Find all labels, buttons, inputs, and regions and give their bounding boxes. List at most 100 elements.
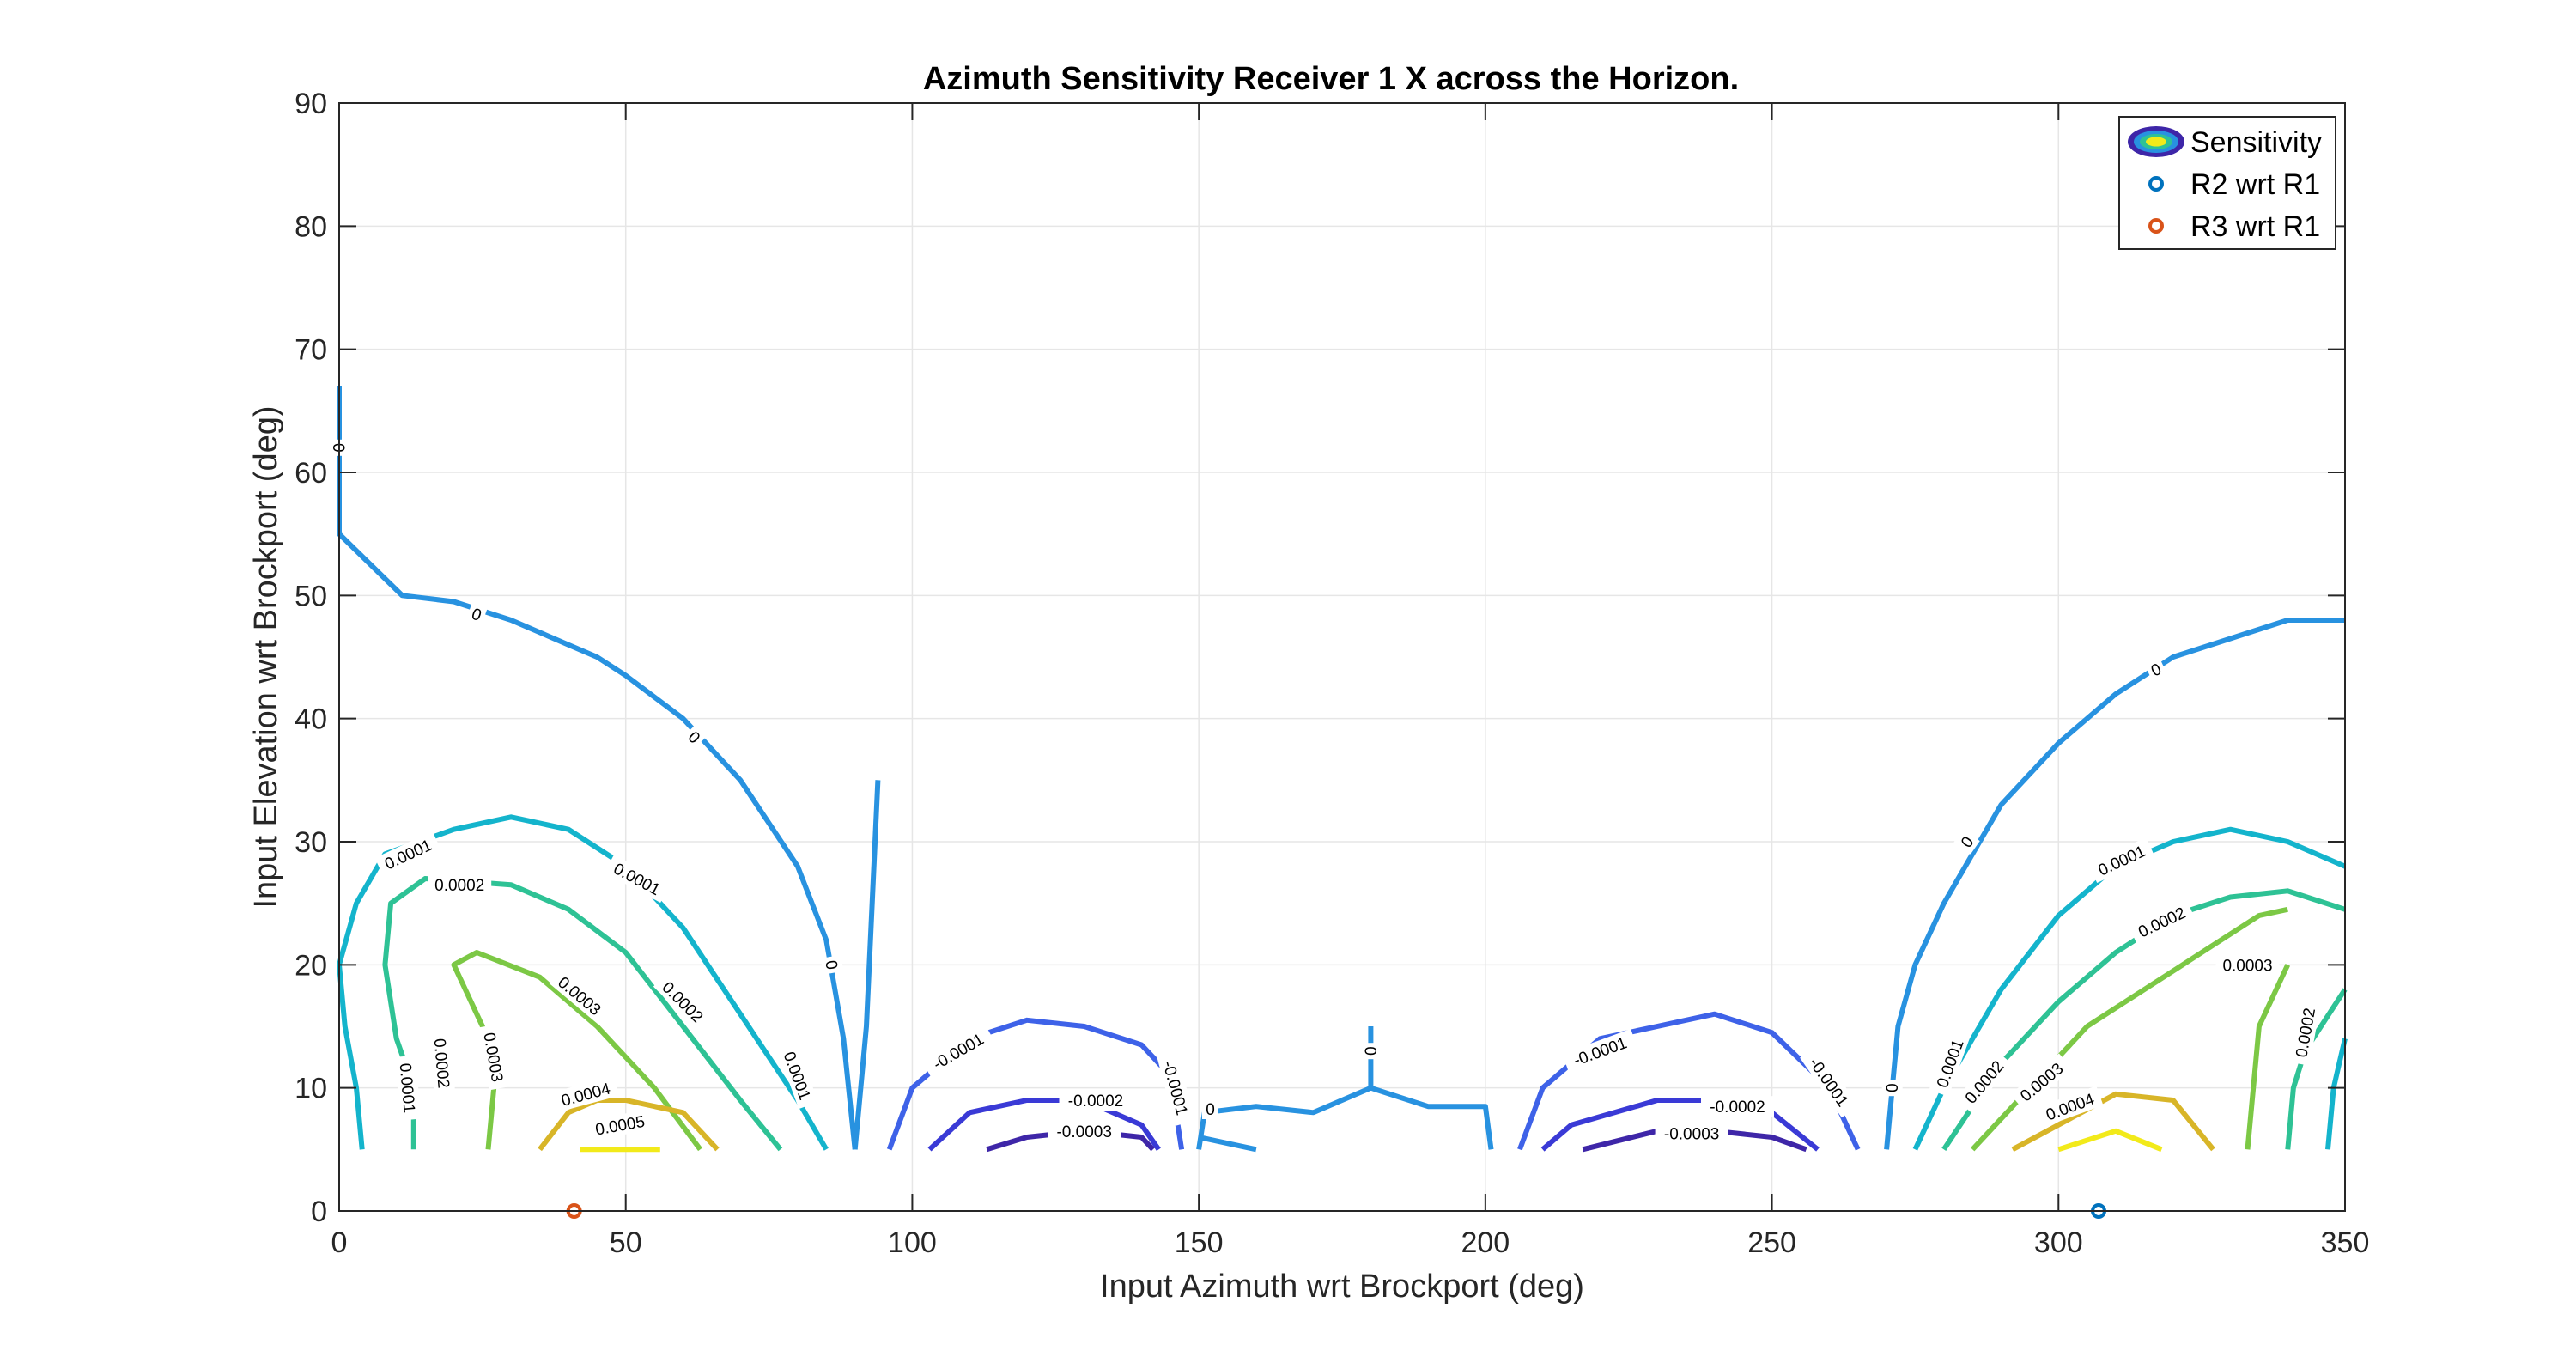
contour-label-bg	[653, 971, 714, 1032]
contour-label-text: 0.0003	[2222, 957, 2272, 975]
contour-label-bg	[586, 1109, 653, 1141]
contour-label-bg	[428, 874, 492, 896]
contour-label-bg	[776, 1042, 818, 1110]
contour-label: 0	[1202, 1098, 1218, 1119]
plot-frame	[338, 102, 2346, 1212]
y-tick-label: 90	[295, 88, 327, 120]
contour-label-bg	[2144, 656, 2168, 683]
y-tick-label: 20	[295, 949, 327, 982]
contour-label-text: 0.0002	[430, 1038, 453, 1089]
contour-label-bg	[2010, 1053, 2073, 1111]
contour-label-text: -0.0003	[1056, 1123, 1111, 1141]
contour-line	[337, 814, 829, 1151]
contour-line	[1198, 1135, 1257, 1153]
y-tick-label: 50	[295, 580, 327, 612]
x-tick-label: 50	[610, 1226, 642, 1259]
contour-label-bg	[552, 1075, 619, 1112]
contour-label-bg	[465, 601, 489, 627]
contour-label-text: -0.0002	[1710, 1098, 1765, 1117]
contour-label-bg	[2289, 999, 2321, 1066]
contour-label: -0.0003	[1655, 1123, 1728, 1144]
contour-label-bg	[1059, 1090, 1133, 1111]
legend-item-r3: R3 wrt R1	[2190, 210, 2320, 243]
contour-label-bg	[1655, 1123, 1728, 1144]
contour-label-bg	[1202, 1098, 1218, 1119]
contour-line	[1540, 1098, 1820, 1152]
x-axis-ticks: 0 50 100 150 200 250 300 350	[331, 103, 2370, 1259]
contour-label-bg	[428, 1031, 456, 1096]
contour-line	[852, 780, 881, 1150]
contour-label-text: 0.0001	[396, 1062, 418, 1114]
sensitivity-legend-icon	[2128, 126, 2184, 157]
contour-label: 0	[820, 954, 844, 975]
contour-label-bg	[1881, 1080, 1903, 1097]
contour-label-bg	[2128, 898, 2196, 945]
contour-label: 0.0002	[428, 874, 492, 896]
contour-label: 0.0002	[428, 1031, 456, 1096]
contour-line	[2325, 1038, 2348, 1150]
legend-r3-marker	[2148, 218, 2164, 234]
legend-r2-marker	[2148, 176, 2164, 192]
contour-line	[927, 1098, 1161, 1152]
contour-label-bg	[1360, 1043, 1382, 1060]
contour-line	[337, 386, 858, 1150]
contour-label-text: 0	[1360, 1046, 1378, 1056]
contour-label-bg	[1562, 1028, 1638, 1074]
contour-label-text: 0	[1206, 1101, 1215, 1119]
plot-area	[339, 103, 2345, 1211]
contour-label: -0.0002	[1701, 1096, 1774, 1117]
y-tick-label: 80	[295, 210, 327, 243]
contour-label-bg	[1955, 1050, 2013, 1113]
contour-label-bg	[477, 1024, 510, 1091]
contour-label-bg	[1800, 1045, 1859, 1118]
contour-label-bg	[1048, 1120, 1121, 1141]
contour-label-bg	[681, 723, 708, 751]
contour-line	[2057, 1128, 2163, 1153]
legend: Sensitivity R2 wrt R1 R3 wrt R1	[2118, 116, 2336, 250]
y-tick-label: 10	[295, 1073, 327, 1105]
contour-label-text: 0.0002	[434, 877, 484, 895]
x-tick-label: 300	[2034, 1226, 2083, 1259]
contour-label-bg	[2088, 837, 2155, 884]
contour-label-text: 0	[329, 443, 347, 453]
x-tick-label: 0	[331, 1226, 348, 1259]
contour-label-bg	[2036, 1086, 2104, 1128]
contour-label-bg	[394, 1055, 422, 1121]
chart-title: Azimuth Sensitivity Receiver 1 X across …	[923, 61, 1739, 97]
legend-box	[2118, 116, 2336, 250]
contour-label: -0.0002	[1059, 1090, 1133, 1111]
contour-line	[538, 1098, 720, 1152]
legend-item-sensitivity: Sensitivity	[2190, 126, 2322, 159]
contour-label-text: -0.0002	[1068, 1092, 1123, 1111]
contour-label: 0	[2144, 656, 2168, 683]
y-tick-label: 60	[295, 457, 327, 490]
contour-label-bg	[920, 1024, 995, 1079]
contour-label-text: 0	[1882, 1083, 1900, 1092]
y-tick-label: 40	[295, 703, 327, 736]
contour-label-bg	[549, 967, 611, 1025]
contour-label: 0	[1953, 829, 1980, 855]
y-axis-ticks: 0 10 20 30 40 50 60 70 80 90	[295, 88, 2345, 1228]
contour-label: 0	[1360, 1043, 1382, 1060]
contour-label-bg	[1156, 1050, 1195, 1126]
legend-item-r2: R2 wrt R1	[2190, 168, 2320, 201]
contour-label: -0.0003	[1048, 1120, 1121, 1141]
contour-line	[2245, 964, 2291, 1150]
contour-label: 0	[1881, 1080, 1903, 1097]
x-tick-label: 350	[2321, 1226, 2370, 1259]
contour-label-text: -0.0003	[1664, 1126, 1719, 1144]
contour-line	[2285, 988, 2348, 1150]
x-tick-label: 100	[888, 1226, 937, 1259]
y-tick-label: 30	[295, 826, 327, 859]
x-axis-label: Input Azimuth wrt Brockport (deg)	[1100, 1269, 1584, 1305]
x-tick-label: 150	[1175, 1226, 1224, 1259]
contour-label-bg	[604, 855, 671, 903]
contour-label: 0	[465, 601, 489, 627]
contour-label-bg	[1701, 1096, 1774, 1117]
x-tick-label: 200	[1461, 1226, 1510, 1259]
contour-label: 0.0001	[394, 1055, 422, 1121]
contour-label-text: 0	[821, 959, 841, 971]
contour-label-bg	[1929, 1030, 1971, 1097]
x-tick-label: 250	[1747, 1226, 1796, 1259]
